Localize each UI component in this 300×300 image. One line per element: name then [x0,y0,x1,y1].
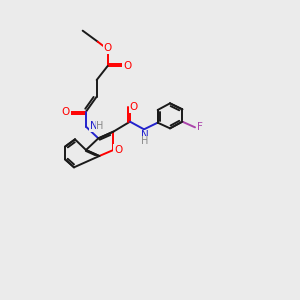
Text: H: H [96,121,104,131]
Text: O: O [62,107,70,117]
Text: F: F [197,122,203,132]
Text: O: O [103,43,112,53]
Text: H: H [141,136,149,146]
Text: N: N [90,121,98,131]
Text: N: N [141,130,149,140]
Text: O: O [130,102,138,112]
Text: O: O [114,145,122,155]
Text: O: O [123,61,131,71]
